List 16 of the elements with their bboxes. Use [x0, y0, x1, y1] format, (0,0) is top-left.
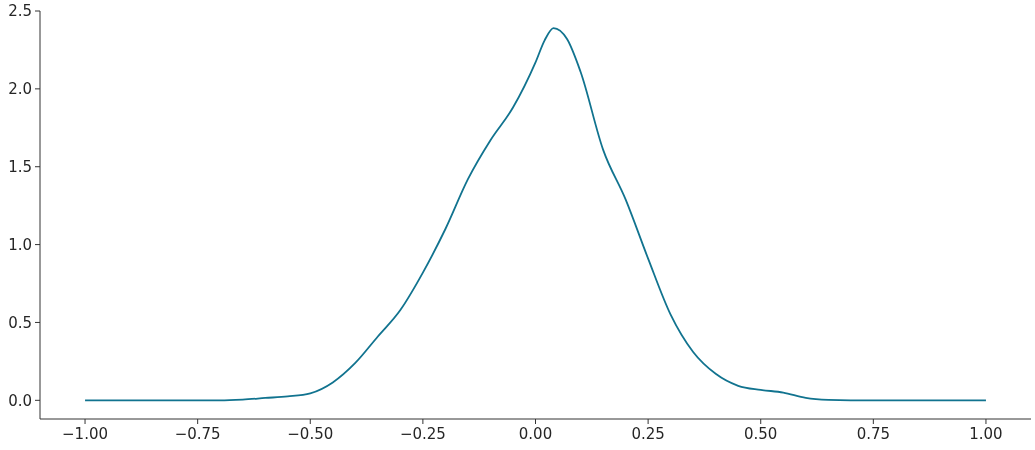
- y-tick-label: 1.0: [8, 235, 32, 254]
- y-tick-label: 1.5: [8, 158, 32, 177]
- x-tick-label: 0.00: [518, 424, 553, 443]
- x-tick-label: 0.75: [856, 424, 891, 443]
- y-tick-label: 0.0: [8, 391, 32, 410]
- x-tick-label: 0.25: [631, 424, 665, 443]
- x-tick-label: −0.75: [174, 424, 221, 443]
- x-tick-label: 1.00: [969, 424, 1003, 443]
- y-tick-label: 2.0: [8, 80, 32, 99]
- x-tick-label: −0.25: [399, 424, 446, 443]
- x-tick-label: 0.50: [744, 424, 778, 443]
- line-series: [84, 27, 987, 402]
- x-tick-label: −0.50: [287, 424, 334, 443]
- y-tick-label: 0.5: [8, 313, 32, 332]
- x-tick-label: −1.00: [62, 424, 109, 443]
- y-tick-label: 2.5: [8, 2, 32, 21]
